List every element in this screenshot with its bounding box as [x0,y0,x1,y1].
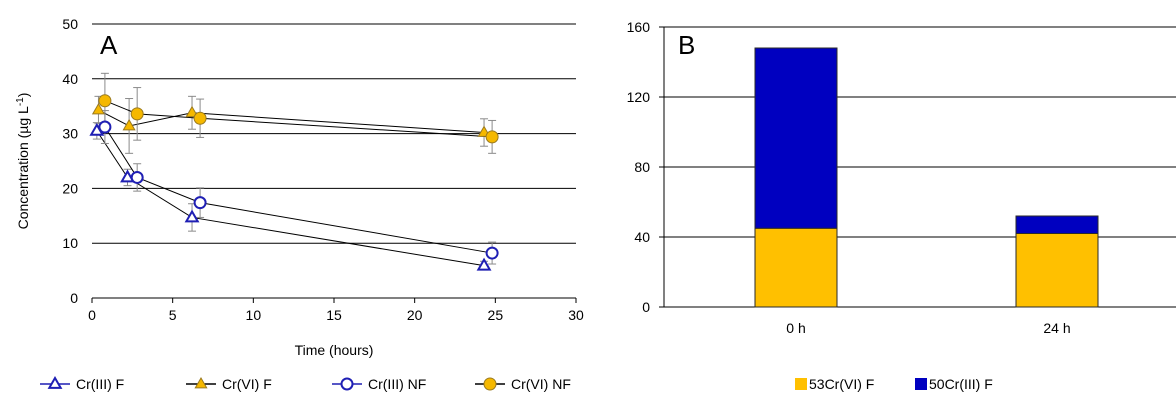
chart-a-legend: Cr(III) F Cr(VI) F Cr(III) NF Cr(VI) NF [40,375,571,392]
y-tick-label-0: 0 [70,290,78,306]
series-markers-cr-vi-f [91,103,491,137]
x-tick-label-20: 20 [407,307,423,323]
legend-marker-cr-vi-f [194,376,208,389]
data-point-cr-iii-nf-1 [130,170,144,184]
data-point-cr-iii-nf-3 [485,246,499,260]
bar-50cr-iii-f-24-h [1015,215,1099,234]
series-line-cr-vi-f [98,109,485,134]
series-cr-iii-f [92,122,489,271]
series-cr-vi-nf [100,72,497,154]
chart-b-legend: 53Cr(VI) F 50Cr(III) F [795,376,993,392]
x-tick-label-5: 5 [169,307,177,323]
series-line-cr-iii-nf [104,126,493,254]
x-tick-label-10: 10 [246,307,262,323]
data-point-cr-vi-nf-0 [98,94,112,108]
chart-b: 0 40 80 120 160 0 h 24 h B 53Cr(VI) F 50Cr(III… [627,19,1176,392]
bar-53cr-vi-f-24-h [1015,233,1099,308]
chart-a-x-ticks: 0 5 10 15 20 25 30 [88,298,584,323]
legend-label-50cr-iii-f: 50Cr(III) F [929,376,993,392]
chart-a-gridlines [92,23,576,299]
data-point-cr-iii-f-1 [120,169,135,183]
x-tick-label-0: 0 [88,307,96,323]
x-tick-label-15: 15 [326,307,342,323]
data-point-cr-iii-f-2 [184,209,200,223]
series-line-cr-vi-nf [104,100,493,138]
y-tick-label-30: 30 [62,126,78,142]
y-axis-title-superscript: -1 [15,97,26,106]
y-tick-label-20: 20 [62,180,78,196]
data-point-cr-vi-nf-1 [130,107,144,121]
y-axis-title-main: Concentration (µg L [15,106,31,229]
chart-a-panel-label: A [100,30,118,60]
data-point-cr-iii-f-3 [476,257,492,271]
y-tick-label-120: 120 [627,89,651,105]
data-point-cr-vi-nf-3 [485,130,499,144]
y-tick-label-40: 40 [62,71,78,87]
legend-marker-cr-iii-nf [340,377,354,391]
series-line-cr-iii-f [96,130,485,267]
x-tick-label-25: 25 [488,307,504,323]
legend-item-53cr-vi-f: 53Cr(VI) F [795,376,874,392]
chart-a-x-axis-title: Time (hours) [295,342,374,358]
legend-marker-cr-iii-f [47,375,63,389]
x-tick-label-24-h: 24 h [1043,320,1070,336]
data-point-cr-iii-nf-0 [98,120,112,134]
data-point-cr-iii-nf-2 [193,196,207,210]
chart-a-y-axis-title: Concentration (µg L-1) [15,93,31,230]
y-tick-label-160: 160 [627,19,651,35]
series-markers-cr-iii-f [89,122,492,271]
legend-label-cr-vi-nf: Cr(VI) NF [511,376,571,392]
legend-label-cr-iii-f: Cr(III) F [76,376,124,392]
data-point-cr-vi-f-1 [122,118,136,131]
legend-item-cr-iii-nf: Cr(III) NF [332,376,426,392]
y-tick-label-50: 50 [62,16,78,32]
bar-53cr-vi-f-0-h [754,227,838,308]
legend-label-cr-iii-nf: Cr(III) NF [368,376,426,392]
series-cr-vi-f [94,95,489,154]
data-point-cr-vi-nf-2 [193,111,207,125]
y-tick-label-0: 0 [642,299,650,315]
x-tick-label-30: 30 [568,307,584,323]
y-tick-label-10: 10 [62,235,78,251]
data-point-cr-vi-f-0 [91,103,106,115]
chart-b-y-ticks: 0 40 80 120 160 [627,19,664,315]
bar-50cr-iii-f-0-h [754,47,838,229]
chart-a-y-ticks: 0 10 20 30 40 50 [62,16,78,306]
legend-item-cr-vi-f: Cr(VI) F [186,376,272,392]
legend-swatch-50cr-iii-f [915,378,927,390]
legend-marker-cr-vi-nf [483,377,497,391]
y-tick-label-80: 80 [634,159,650,175]
legend-item-cr-vi-nf: Cr(VI) NF [475,376,571,392]
chart-b-gridlines [663,26,1176,308]
y-tick-label-40: 40 [634,229,650,245]
data-point-cr-vi-f-2 [185,105,199,118]
y-axis-title-end: ) [15,93,31,98]
series-markers-cr-iii-nf [98,120,499,260]
chart-b-x-ticks: 0 h 24 h [786,320,1070,336]
chart-a-series [89,72,499,271]
legend-label-cr-vi-f: Cr(VI) F [222,376,272,392]
chart-b-panel-label: B [678,30,695,60]
legend-item-cr-iii-f: Cr(III) F [40,375,124,392]
chart-b-bars [754,47,1099,308]
x-tick-label-0-h: 0 h [786,320,805,336]
legend-swatch-53cr-vi-f [795,378,807,390]
legend-label-53cr-vi-f: 53Cr(VI) F [809,376,874,392]
series-markers-cr-vi-nf [98,94,499,144]
legend-item-50cr-iii-f: 50Cr(III) F [915,376,993,392]
